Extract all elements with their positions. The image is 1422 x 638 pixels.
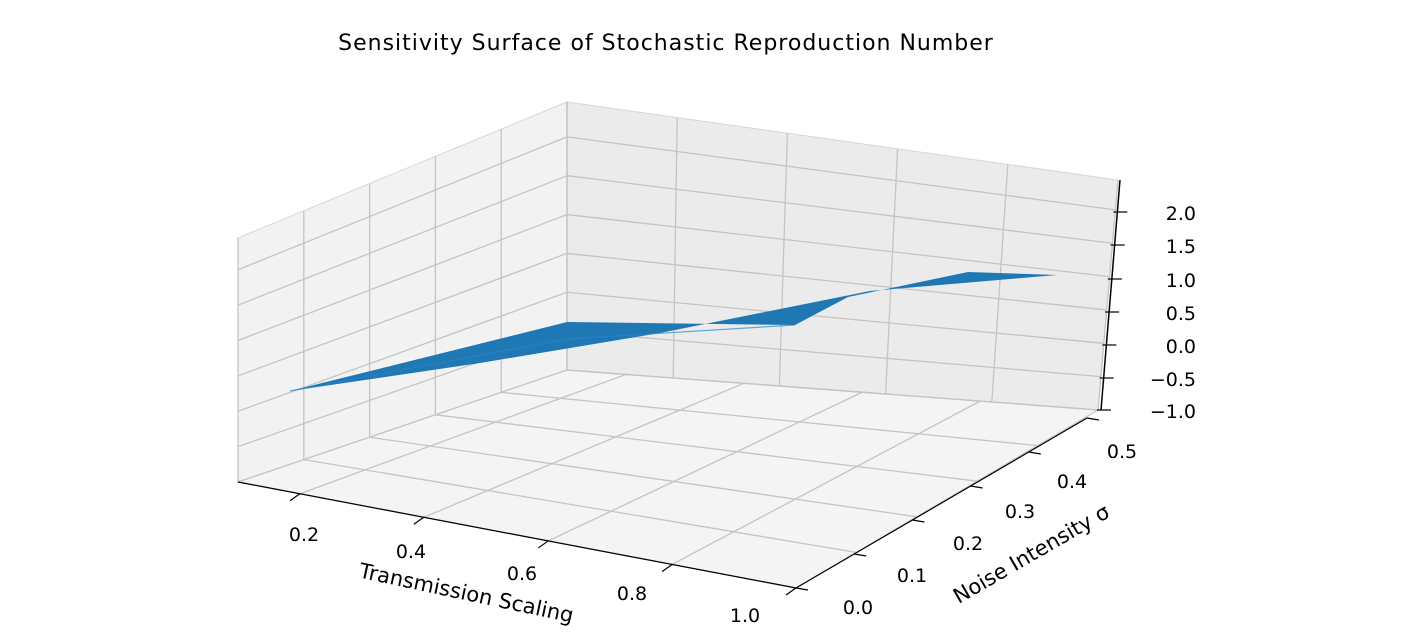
x-tick-mark-0	[289, 493, 301, 502]
y-tick-label-0-5: 0.5	[1107, 441, 1137, 463]
x-tick-mark-1	[413, 516, 425, 525]
back-pane-grid-v-4	[991, 164, 1009, 403]
tick-marks	[289, 211, 1128, 596]
x-tick-label-0-2: 0.2	[289, 524, 319, 546]
x-tick-label-0-4: 0.4	[396, 541, 426, 563]
back-pane-grid-h-3	[566, 252, 1107, 311]
x-axis-label: Transmission Scaling	[356, 559, 576, 628]
back-pane-grid-v-2	[778, 133, 789, 387]
back-pane-grid-v-5	[1097, 179, 1119, 411]
floor-grid-x-2	[547, 391, 863, 542]
y-tick-mark-3	[970, 485, 983, 489]
y-tick-mark-1	[854, 553, 867, 557]
z-tick-label-1-5: 1.5	[1166, 236, 1196, 258]
y-tick-label-0-2: 0.2	[953, 533, 983, 555]
z-tick-label-neg-0-5: −0.5	[1150, 369, 1196, 391]
left-pane-grid-h-4	[237, 213, 568, 342]
left-pane-grid-h-2	[237, 291, 568, 412]
y-axis-line	[795, 417, 1088, 589]
y-tick-mark-0	[795, 587, 809, 591]
chart-title: Sensitivity Surface of Stochastic Reprod…	[338, 31, 994, 56]
back-pane-grid-h-5	[566, 175, 1113, 244]
floor-grid-y-3	[435, 414, 978, 482]
y-tick-label-0-3: 0.3	[1005, 501, 1035, 523]
x-axis-line	[237, 481, 797, 589]
back-pane-grid-h-1	[566, 330, 1101, 378]
y-tick-mark-4	[1028, 451, 1041, 455]
x-tick-mark-4	[785, 587, 797, 596]
z-tick-label-neg-1-0: −1.0	[1150, 401, 1196, 423]
floor-grid-x-0	[299, 373, 627, 495]
left-pane-grid-h-6	[237, 136, 568, 271]
back-pane-grid-h-4	[566, 213, 1110, 278]
back-pane-grid-h-2	[566, 291, 1104, 344]
left-pane-grid-h-3	[237, 252, 568, 377]
left-pane-grid-h-0	[237, 369, 568, 483]
z-tick-label-0-0: 0.0	[1166, 336, 1196, 358]
z-tick-label-1-0: 1.0	[1166, 270, 1196, 292]
surface-fold-line	[289, 324, 796, 392]
x-tick-label-1-0: 1.0	[730, 605, 760, 627]
x-tick-label-0-6: 0.6	[507, 563, 537, 585]
y-tick-mark-5	[1086, 417, 1100, 421]
back-pane-grid-v-1	[672, 117, 678, 379]
z-axis-line	[1100, 179, 1121, 411]
surface-plane	[290, 272, 1057, 391]
x-tick-mark-2	[537, 540, 549, 549]
floor-grid-y-1	[303, 458, 857, 554]
left-pane-grid-h-5	[237, 175, 568, 306]
x-tick-mark-3	[661, 563, 673, 572]
back-pane-grid-v-3	[884, 148, 899, 395]
floor-grid-y-5	[566, 369, 1099, 411]
x-tick-label-0-8: 0.8	[617, 583, 647, 605]
floor-grid-y-4	[501, 391, 1038, 447]
y-tick-label-0-0: 0.0	[843, 597, 873, 619]
floor-grid-x-1	[423, 382, 745, 518]
y-tick-label-0-1: 0.1	[897, 565, 927, 587]
z-tick-label-0-5: 0.5	[1166, 303, 1196, 325]
y-tick-label-0-4: 0.4	[1057, 471, 1087, 493]
floor-grid-x-3	[671, 400, 981, 566]
y-tick-mark-2	[912, 519, 925, 523]
floor-grid-y-2	[369, 436, 917, 518]
back-pane-grid-h-6	[566, 136, 1116, 211]
z-tick-label-2-0: 2.0	[1166, 203, 1196, 225]
